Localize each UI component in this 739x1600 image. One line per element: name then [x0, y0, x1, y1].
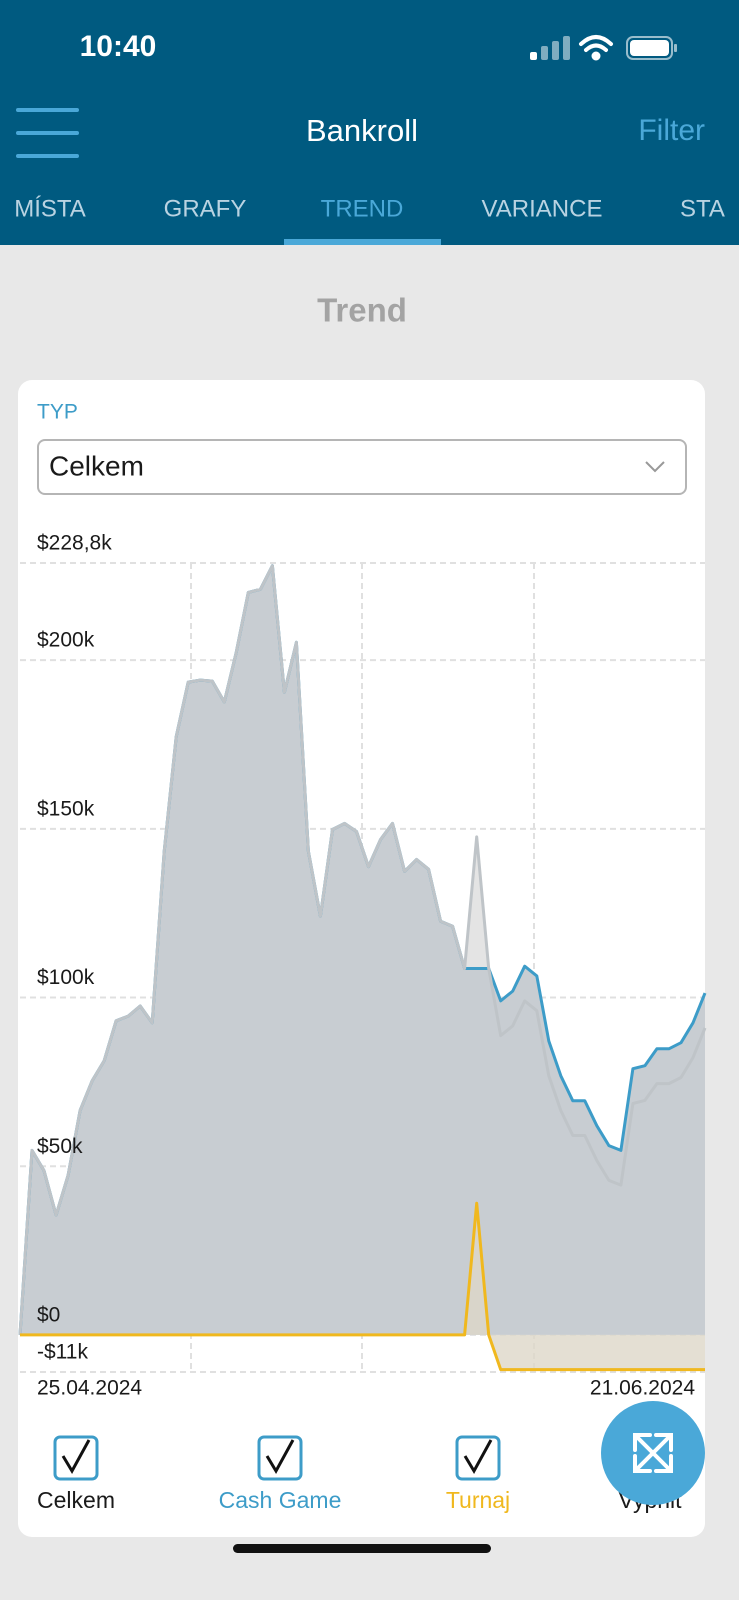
legend-checkbox[interactable]	[455, 1435, 501, 1481]
legend-label: Turnaj	[446, 1487, 510, 1513]
filter-button[interactable]: Filter	[638, 114, 705, 147]
type-label: TYP	[37, 401, 78, 424]
app-title: Bankroll	[306, 113, 418, 148]
total-line	[18, 564, 707, 1335]
tab[interactable]: VARIANCE	[482, 195, 603, 222]
tab[interactable]: TREND	[321, 195, 404, 222]
y-tick-label: $228,8k	[37, 532, 112, 555]
battery-icon	[626, 36, 677, 60]
cash-area	[20, 565, 705, 1335]
tab[interactable]: GRAFY	[164, 195, 247, 222]
legend-item[interactable]: Cash Game	[219, 1435, 342, 1513]
legend-check	[463, 1439, 493, 1475]
legend-checkbox[interactable]	[257, 1435, 303, 1481]
y-tick-label: $150k	[37, 797, 95, 820]
type-select[interactable]	[37, 439, 687, 495]
tab[interactable]: MÍSTA	[14, 195, 86, 222]
y-tick-label: $100k	[37, 966, 95, 989]
status-time: 10:40	[80, 30, 157, 63]
signal-icon	[530, 36, 570, 60]
legend-label: Cash Game	[219, 1487, 342, 1513]
tournament-area	[20, 1203, 705, 1370]
legend-item[interactable]: Celkem	[37, 1435, 115, 1513]
wifi-icon	[579, 35, 613, 61]
home-indicator	[233, 1544, 491, 1553]
tournament-line	[20, 1201, 705, 1372]
x-tick-label: 21.06.2024	[590, 1377, 695, 1400]
select-chevron	[645, 461, 665, 473]
y-tick-label: $0	[37, 1303, 60, 1326]
tab[interactable]: STA	[680, 195, 725, 222]
legend-label: Celkem	[37, 1487, 115, 1513]
legend-check	[265, 1439, 295, 1475]
legend-checkbox[interactable]	[53, 1435, 99, 1481]
expand-button[interactable]	[601, 1401, 705, 1505]
y-tick-label: $50k	[37, 1135, 83, 1158]
app-bar	[0, 0, 739, 245]
y-tick-label: -$11k	[37, 1341, 88, 1364]
legend-item[interactable]: Turnaj	[446, 1435, 510, 1513]
x-tick-label: 25.04.2024	[37, 1377, 142, 1400]
y-tick-label: $200k	[37, 629, 95, 652]
tab-indicator	[284, 239, 441, 245]
type-value: Celkem	[49, 450, 144, 481]
section-title: Trend	[317, 292, 407, 329]
legend-check	[61, 1439, 91, 1475]
menu-button[interactable]	[16, 108, 79, 158]
